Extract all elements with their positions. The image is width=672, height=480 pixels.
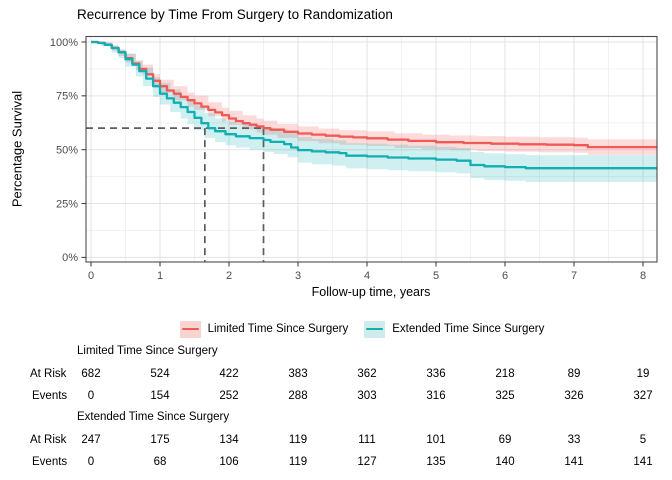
at-risk-value: 218 — [495, 368, 515, 380]
events-value: 135 — [426, 456, 446, 468]
x-tick-label: 1 — [157, 270, 163, 282]
events-value: 252 — [219, 390, 239, 402]
events-value: 327 — [633, 390, 653, 402]
at-risk-value: 134 — [219, 434, 239, 446]
at-risk-value: 89 — [567, 368, 581, 380]
y-tick-label: 0% — [62, 252, 78, 264]
events-value: 140 — [495, 456, 515, 468]
x-tick-label: 2 — [226, 270, 232, 282]
legend-key-extended-swatch — [364, 320, 386, 338]
at-risk-value: 5 — [639, 434, 647, 446]
x-tick-label: 7 — [571, 270, 577, 282]
at-risk-value: 111 — [358, 434, 376, 446]
risk-group-header-0: Limited Time Since Surgery — [77, 345, 218, 357]
at-risk-value: 422 — [219, 368, 239, 380]
at-risk-value: 119 — [288, 434, 308, 446]
events-value: 141 — [633, 456, 653, 468]
x-axis-label: Follow-up time, years — [311, 285, 431, 299]
events-value: 0 — [87, 390, 95, 402]
events-value: 316 — [426, 390, 446, 402]
events-value: 288 — [288, 390, 308, 402]
events-value: 326 — [564, 390, 584, 402]
legend-key-extended-line — [366, 327, 384, 331]
x-tick-label: 0 — [88, 270, 94, 282]
events-value: 119 — [288, 456, 308, 468]
events-value: 68 — [153, 456, 167, 468]
events-value: 325 — [495, 390, 515, 402]
at-risk-value: 101 — [426, 434, 446, 446]
survival-curve-0 — [91, 40, 657, 149]
events-row-label-0: Events — [32, 390, 68, 402]
at-risk-value: 383 — [288, 368, 308, 380]
events-row-label-1: Events — [32, 456, 68, 468]
events-value: 106 — [219, 456, 239, 468]
at-risk-value: 682 — [81, 368, 101, 380]
events-value: 154 — [150, 390, 170, 402]
x-tick-label: 8 — [640, 270, 646, 282]
events-value: 303 — [357, 390, 377, 402]
at-risk-value: 69 — [498, 434, 512, 446]
at-risk-value: 247 — [81, 434, 101, 446]
at-risk-value: 175 — [150, 434, 170, 446]
legend-key-limited-swatch — [179, 320, 201, 338]
at-risk-value: 19 — [636, 368, 650, 380]
at-risk-row-label-1: At Risk — [30, 434, 67, 446]
risk-group-header-1: Extended Time Since Surgery — [77, 411, 230, 423]
y-tick-label: 50% — [56, 145, 78, 157]
legend-label-extended: Extended Time Since Surgery — [392, 323, 545, 335]
x-tick-label: 3 — [295, 270, 301, 282]
legend-item-limited: Limited Time Since Surgery — [179, 320, 349, 338]
at-risk-value: 362 — [357, 368, 377, 380]
confidence-band-1 — [91, 42, 657, 182]
events-value: 141 — [564, 456, 584, 468]
survival-curve-1 — [91, 40, 657, 170]
at-risk-value: 336 — [426, 368, 446, 380]
y-tick-label: 100% — [50, 37, 78, 49]
km-plot: 0 1 2 3 4 5 6 7 8 0% 25% 50% 75% 100% — [50, 35, 658, 282]
x-tick-label: 6 — [502, 270, 508, 282]
legend-item-extended: Extended Time Since Surgery — [364, 320, 545, 338]
events-value: 0 — [87, 456, 95, 468]
events-value: 127 — [357, 456, 377, 468]
at-risk-value: 33 — [567, 434, 581, 446]
x-tick-label: 5 — [433, 270, 439, 282]
y-tick-label: 25% — [56, 198, 78, 210]
legend: Limited Time Since Surgery Extended Time… — [26, 320, 672, 338]
x-tick-label: 4 — [364, 270, 370, 282]
legend-label-limited: Limited Time Since Surgery — [207, 323, 349, 335]
at-risk-row-label-0: At Risk — [30, 368, 67, 380]
at-risk-value: 524 — [150, 368, 170, 380]
legend-key-limited-line — [181, 327, 199, 331]
chart-title: Recurrence by Time From Surgery to Rando… — [77, 7, 393, 22]
confidence-band-0 — [91, 42, 657, 155]
y-tick-label: 75% — [56, 91, 78, 103]
